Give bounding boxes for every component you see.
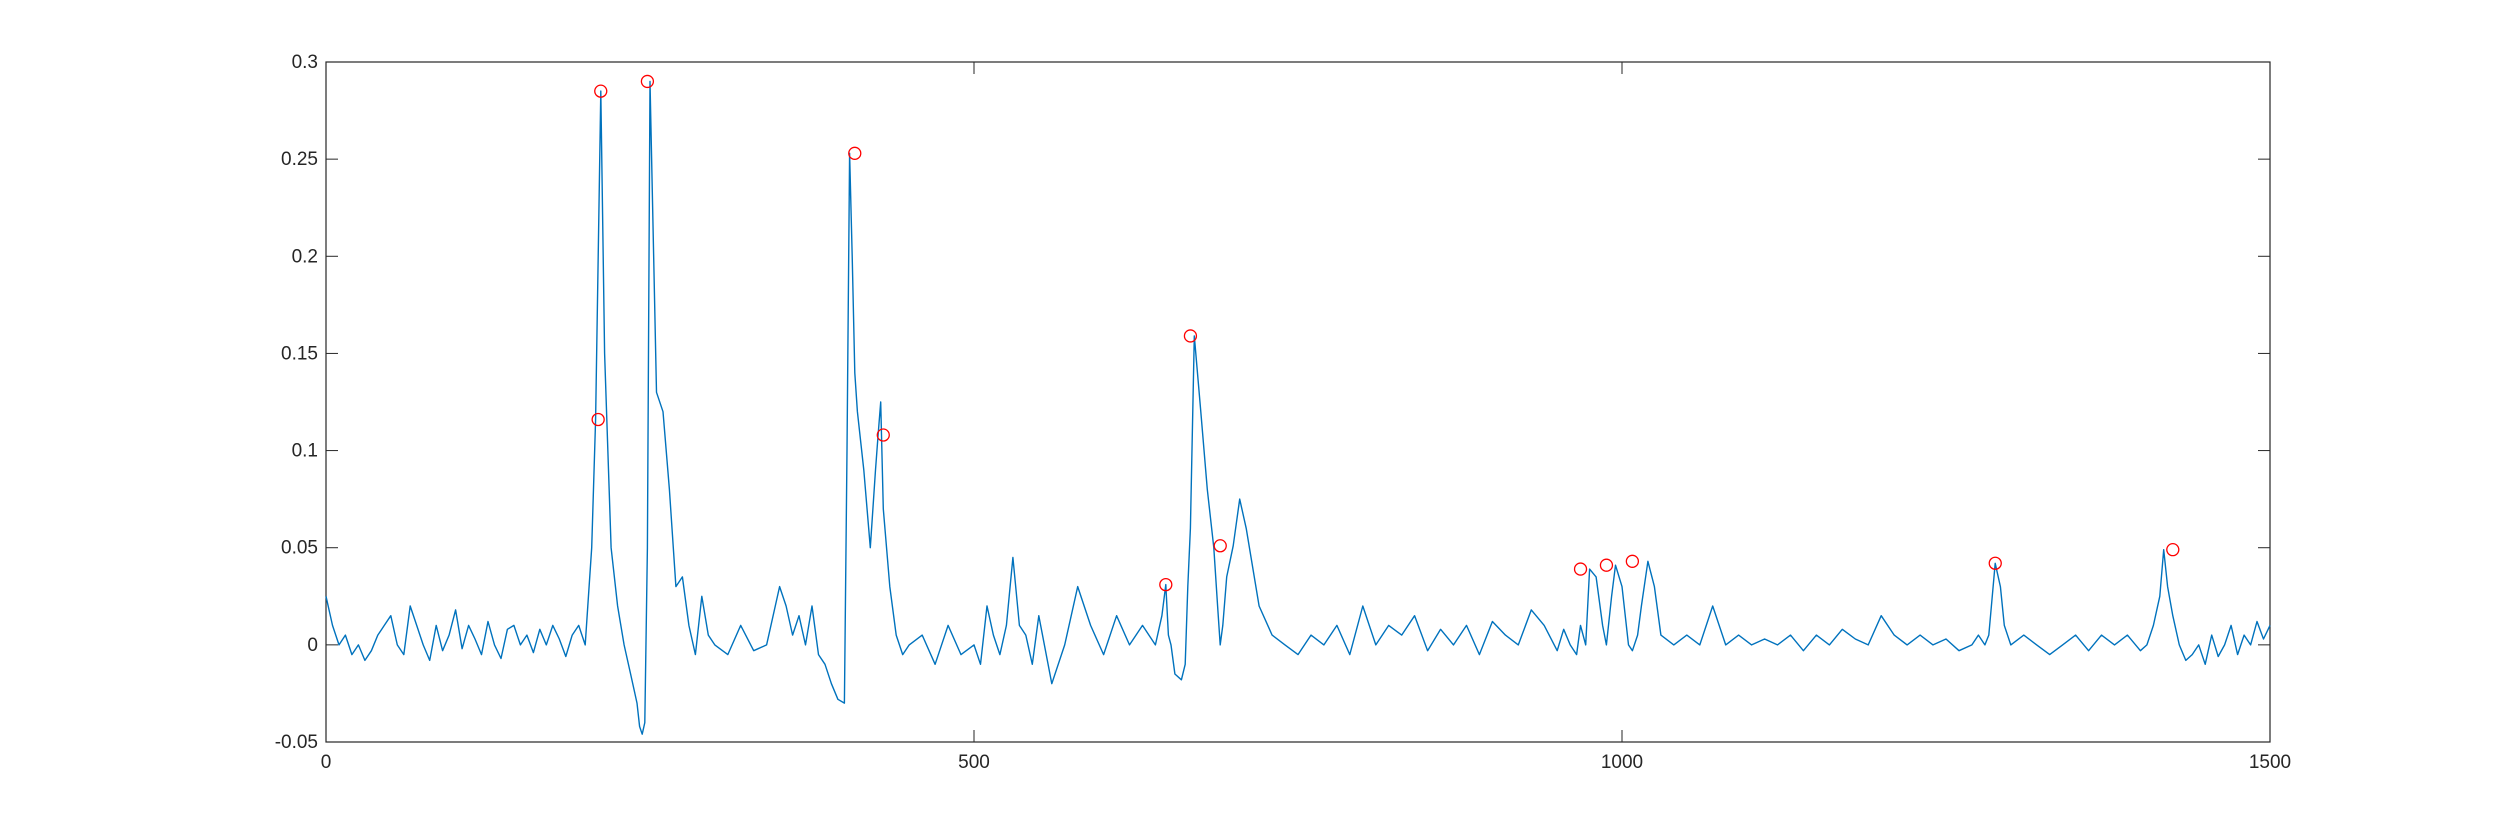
- peak-marker: [1573, 562, 1588, 576]
- peak-marker: [594, 84, 608, 98]
- peak-marker: [1213, 539, 1227, 553]
- peak-marker: [876, 428, 890, 442]
- y-tick-label: 0.2: [292, 246, 318, 267]
- y-tick-label: 0.25: [281, 149, 318, 170]
- y-tick-label: 0.1: [292, 441, 318, 462]
- y-tick-label: 0.3: [292, 52, 318, 73]
- x-tick-label: 500: [958, 752, 990, 773]
- axes-box: [325, 61, 2271, 743]
- x-tick-label: 1500: [2249, 752, 2291, 773]
- peak-marker: [1183, 329, 1198, 343]
- y-tick-label: 0.05: [281, 538, 318, 559]
- y-tick-label: -0.05: [275, 732, 318, 753]
- peak-marker: [2166, 543, 2180, 557]
- y-tick-label: 0: [307, 635, 318, 656]
- peak-marker: [1988, 556, 2002, 570]
- peak-marker: [591, 412, 605, 427]
- signal-series: [325, 80, 2271, 735]
- peak-marker: [848, 146, 862, 160]
- signal-line: [325, 80, 2271, 735]
- peak-marker: [1159, 577, 1173, 592]
- peak-marker: [640, 74, 655, 89]
- x-tick-label: 0: [321, 752, 332, 773]
- x-tick-label: 1000: [1601, 752, 1643, 773]
- peak-marker: [1599, 558, 1614, 572]
- peak-marker: [1625, 554, 1640, 568]
- peak-markers: [591, 74, 2180, 592]
- y-tick-label: 0.15: [281, 343, 318, 364]
